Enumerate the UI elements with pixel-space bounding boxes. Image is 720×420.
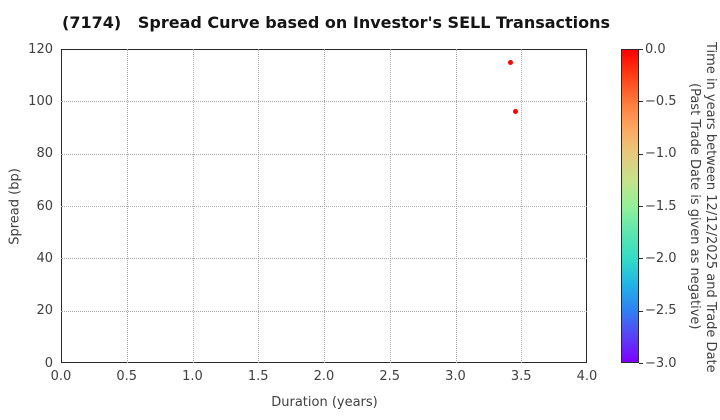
chart-title: (7174) Spread Curve based on Investor's … <box>62 13 611 32</box>
y-tick-label: 60 <box>36 198 53 214</box>
colorbar-tick-label: −0.5 <box>645 93 677 109</box>
data-point <box>513 109 519 115</box>
y-tick-label: 20 <box>36 303 53 319</box>
colorbar-tick <box>639 363 643 364</box>
gridline-horizontal <box>61 206 587 207</box>
x-axis-label: Duration (years) <box>271 395 378 410</box>
colorbar-tick-label: −1.0 <box>645 146 677 162</box>
colorbar-tick-label: −2.5 <box>645 303 677 319</box>
colorbar-tick <box>639 258 643 260</box>
x-tick-label: 2.5 <box>379 369 401 384</box>
colorbar <box>621 49 639 363</box>
colorbar-tick <box>639 310 643 312</box>
gridline-horizontal <box>61 153 587 155</box>
x-tick-label: 0.0 <box>50 369 72 384</box>
x-tick-label: 1.5 <box>247 369 269 384</box>
y-tick-label: 40 <box>36 250 53 266</box>
colorbar-tick-label: −3.0 <box>645 355 677 371</box>
colorbar-label-line1: Time in years between 12/12/2025 and Tra… <box>703 42 718 373</box>
x-tick-label: 1.0 <box>182 369 203 384</box>
colorbar-tick <box>639 101 643 103</box>
y-tick-label: 120 <box>28 41 53 57</box>
gridline-horizontal <box>61 258 587 260</box>
colorbar-tick-label: 0.0 <box>645 41 666 57</box>
data-point <box>508 59 514 65</box>
gridline-horizontal <box>61 101 587 103</box>
colorbar-tick <box>639 206 643 207</box>
x-tick-label: 0.5 <box>116 369 138 384</box>
x-tick-label: 2.0 <box>313 369 335 384</box>
colorbar-label-line2: (Past Trade Date is given as negative) <box>687 82 702 330</box>
x-tick-label: 3.5 <box>510 369 532 384</box>
colorbar-tick-label: −2.0 <box>645 250 677 266</box>
colorbar-tick <box>639 49 643 50</box>
x-tick-label: 3.0 <box>445 369 466 384</box>
colorbar-tick-label: −1.5 <box>645 198 677 214</box>
y-tick-label: 100 <box>28 93 53 109</box>
colorbar-label: Time in years between 12/12/2025 and Tra… <box>686 42 718 373</box>
y-tick-label: 0 <box>44 355 53 371</box>
y-tick-label: 80 <box>36 146 53 162</box>
x-tick-label: 4.0 <box>576 369 598 384</box>
gridline-horizontal <box>61 310 587 312</box>
colorbar-tick <box>639 153 643 155</box>
